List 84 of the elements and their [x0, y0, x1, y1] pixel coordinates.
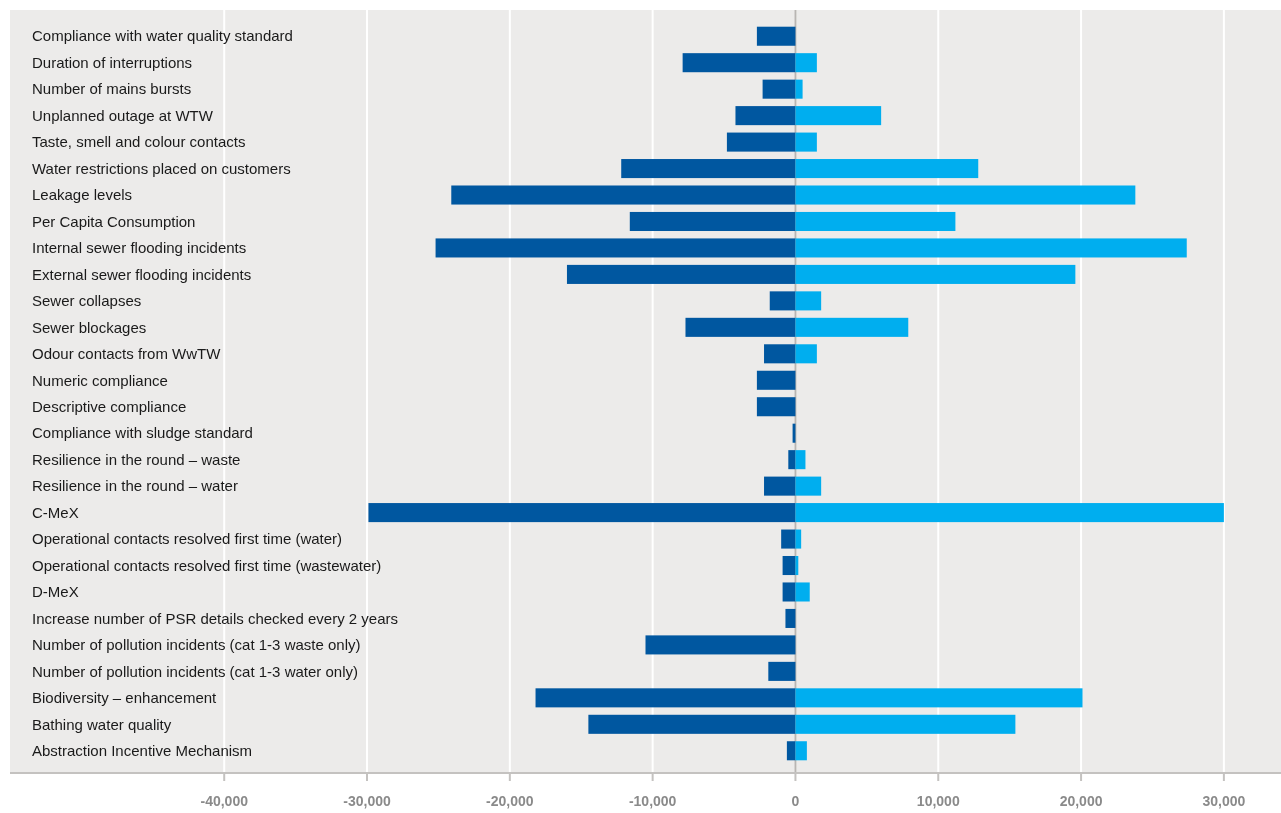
bar [795, 714, 1016, 734]
bar [785, 608, 796, 628]
bar [756, 26, 796, 46]
bar [629, 211, 796, 232]
bar [795, 185, 1136, 205]
bar [756, 370, 796, 390]
y-tick-label: Duration of interruptions [32, 53, 193, 71]
bar [795, 238, 1187, 258]
y-tick-label: Abstraction Incentive Mechanism [32, 742, 253, 760]
y-tick-label: Resilience in the round – waste [32, 450, 241, 468]
y-tick-label: Unplanned outage at WTW [32, 106, 214, 124]
y-tick-label: Per Capita Consumption [32, 212, 196, 230]
bar [795, 291, 822, 311]
bar [795, 344, 817, 364]
bar [621, 159, 796, 179]
bar [782, 555, 796, 576]
bar [782, 582, 796, 602]
bar [756, 397, 796, 417]
y-tick-label: Leakage levels [32, 186, 133, 204]
bar [451, 185, 796, 205]
bar [682, 53, 796, 73]
bar [762, 79, 796, 99]
y-tick-label: Taste, smell and colour contacts [32, 133, 246, 151]
y-tick-label: Operational contacts resolved first time (water) [32, 530, 343, 548]
y-tick-label: Resilience in the round – water [32, 477, 238, 495]
y-tick-label: Number of pollution incidents (cat 1-3 waste only) [32, 636, 361, 654]
bar [795, 106, 882, 126]
bar [795, 211, 956, 232]
bar [788, 450, 796, 470]
bar [795, 582, 810, 602]
y-tick-label: Number of pollution incidents (cat 1-3 water only) [32, 662, 358, 680]
x-tick-label: 30,000 [1202, 793, 1246, 809]
bar [795, 159, 979, 179]
bar [795, 53, 817, 73]
y-tick-label: Sewer collapses [32, 292, 142, 310]
bar [726, 132, 796, 152]
bar [735, 106, 796, 126]
y-tick-label: Operational contacts resolved first time (wastewater) [32, 556, 382, 574]
bar [795, 132, 817, 152]
x-tick-label: -40,000 [200, 793, 249, 809]
bar [764, 344, 796, 364]
bar [795, 317, 909, 337]
bar [795, 476, 822, 496]
x-tick-label: 20,000 [1059, 793, 1103, 809]
bar [566, 264, 796, 284]
bar [795, 529, 802, 549]
y-tick-label: Numeric compliance [32, 371, 168, 389]
x-tick-label: 0 [791, 793, 800, 809]
y-tick-label: Compliance with water quality standard [32, 27, 293, 45]
bar [535, 688, 796, 708]
bar [795, 688, 1083, 708]
y-tick-label: Internal sewer flooding incidents [32, 239, 247, 257]
y-tick-label: External sewer flooding incidents [32, 265, 252, 283]
bar [764, 476, 796, 496]
bar [795, 741, 807, 761]
bar [786, 741, 796, 761]
bar [769, 291, 796, 311]
bar [368, 503, 796, 523]
y-tick-label: Sewer blockages [32, 318, 147, 336]
x-tick-label: -30,000 [343, 793, 391, 809]
bar [795, 79, 803, 99]
y-tick-label: Water restrictions placed on customers [32, 159, 291, 177]
bar [781, 529, 796, 549]
bar [645, 635, 796, 655]
x-tick-label: -20,000 [486, 793, 534, 809]
y-tick-label: Compliance with sludge standard [32, 424, 253, 442]
bar [768, 661, 796, 681]
bar [795, 555, 799, 576]
bar [435, 238, 796, 258]
y-tick-label: Biodiversity – enhancement [32, 689, 218, 707]
bar [685, 317, 796, 337]
y-tick-label: D-MeX [32, 583, 79, 601]
y-tick-label: Descriptive compliance [32, 397, 187, 415]
y-tick-label: Increase number of PSR details checked every 2 years [32, 609, 399, 627]
bar [588, 714, 796, 734]
x-tick-label: -10,000 [628, 793, 677, 809]
bar [795, 503, 1224, 523]
y-tick-label: Bathing water quality [32, 715, 172, 733]
y-tick-label: Number of mains bursts [32, 80, 192, 98]
y-tick-label: C-MeX [32, 503, 79, 521]
y-tick-label: Odour contacts from WwTW [32, 345, 222, 363]
bar [795, 264, 1076, 284]
bar [795, 450, 806, 470]
x-tick-label: 10,000 [916, 793, 960, 809]
